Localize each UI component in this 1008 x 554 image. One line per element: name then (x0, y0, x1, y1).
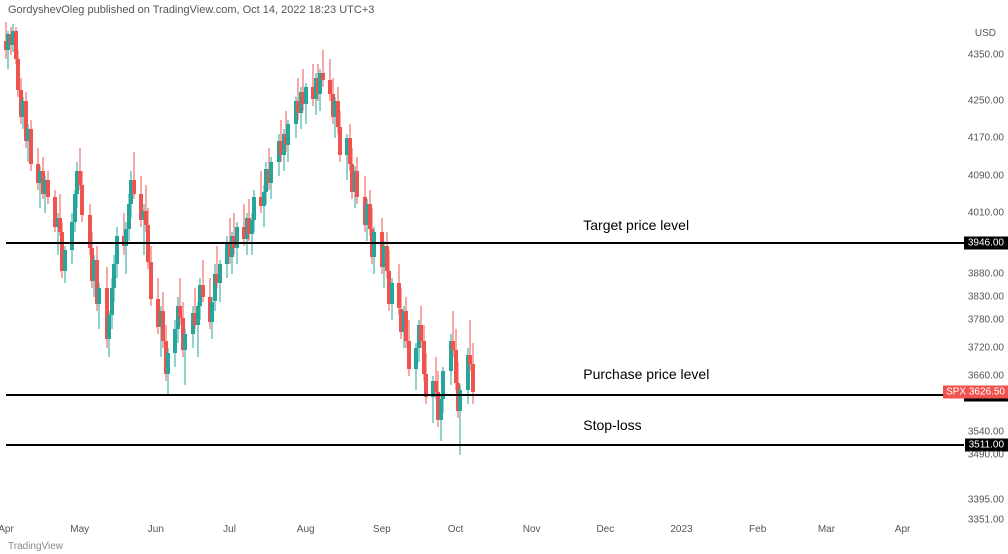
x-tick-label: Dec (596, 524, 614, 535)
y-tick-label: 3880.00 (968, 268, 1004, 279)
hline-stoploss (6, 444, 964, 446)
annotation-stoploss-label: Stop-loss (583, 417, 641, 433)
y-tick-label: 3540.00 (968, 426, 1004, 437)
x-tick-label: Apr (0, 524, 14, 535)
x-tick-label: Nov (523, 524, 541, 535)
watermark: TradingView (8, 541, 63, 552)
x-axis: AprMayJunJulAugSepOctNovDec2023FebMarApr (6, 524, 964, 544)
hline-target (6, 242, 964, 244)
y-axis: 4350.00 4250.00 4170.00 4090.00 4010.00 3880.… (964, 22, 1008, 520)
x-tick-label: Aug (297, 524, 315, 535)
y-tick-label: 3780.00 (968, 315, 1004, 326)
y-tick-label: 3351.00 (968, 515, 1004, 526)
y-tick-label: 3395.00 (968, 494, 1004, 505)
x-tick-label: May (70, 524, 89, 535)
x-tick-label: Mar (818, 524, 835, 535)
x-tick-label: Oct (448, 524, 464, 535)
chart-plot-area[interactable]: 3946.003620.003511.00SPX 3626.50Target p… (6, 22, 964, 520)
annotation-target-label: Target price level (583, 217, 689, 233)
y-tick-label: 3720.00 (968, 343, 1004, 354)
y-tick-label: 4350.00 (968, 49, 1004, 60)
x-tick-label: Jul (223, 524, 236, 535)
publish-header: GordyshevOleg published on TradingView.c… (8, 4, 374, 16)
x-tick-label: Apr (895, 524, 911, 535)
x-tick-label: Jun (148, 524, 164, 535)
y-tick-label: 3490.00 (968, 450, 1004, 461)
y-tick-label: 3660.00 (968, 371, 1004, 382)
y-tick-label: 4010.00 (968, 208, 1004, 219)
y-tick-label: 4250.00 (968, 96, 1004, 107)
y-tick-label: 4090.00 (968, 170, 1004, 181)
x-tick-label: Feb (749, 524, 766, 535)
x-tick-label: 2023 (670, 524, 692, 535)
y-tick-label: 4170.00 (968, 133, 1004, 144)
x-tick-label: Sep (373, 524, 391, 535)
hline-purchase (6, 394, 964, 396)
annotation-purchase-label: Purchase price level (583, 366, 709, 382)
y-tick-label: 3830.00 (968, 291, 1004, 302)
